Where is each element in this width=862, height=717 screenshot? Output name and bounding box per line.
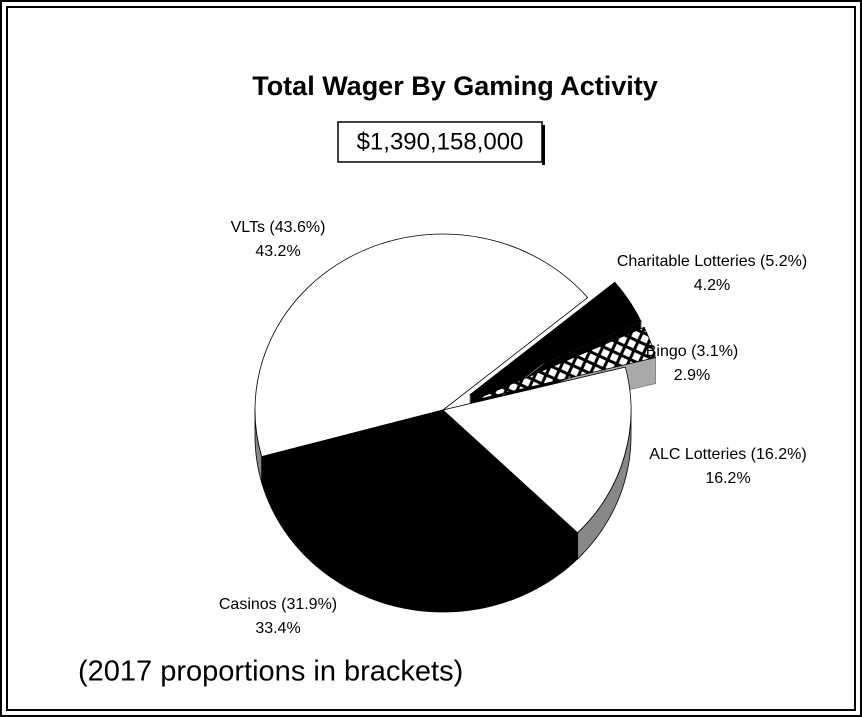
slice-value-label: 2.9% [674,367,710,384]
slice-value-label: 33.4% [255,620,300,637]
subtitle: $1,390,158,000 [357,128,524,155]
slice-label: ALC Lotteries (16.2%) [649,446,806,463]
note: (2017 proportions in brackets) [78,656,463,688]
slice-label: Bingo (3.1%) [646,343,739,360]
slice [254,233,589,458]
slice [261,409,579,587]
slice-value-label: 16.2% [705,470,750,487]
subtitle-shadow [542,125,545,165]
slice-value-label: 43.2% [255,243,300,260]
slice [473,326,657,401]
slice-label: VLTs (43.6%) [231,219,326,236]
slice-label: Charitable Lotteries (5.2%) [617,253,807,270]
slice-value-label: 4.2% [694,277,730,294]
chart-title: Total Wager By Gaming Activity [252,71,658,101]
slice [469,281,642,396]
inner-frame [6,6,856,711]
slice-label: Casinos (31.9%) [219,596,337,613]
pie-tops [254,233,657,587]
slice [442,366,632,534]
